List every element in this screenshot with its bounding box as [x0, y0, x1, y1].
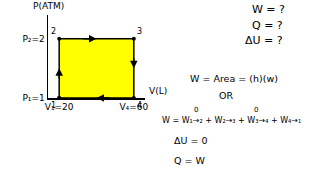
svg-text:W = W₁→₂ + W₂→₃ + W₃→₄ + W₄→₁: W = W₁→₂ + W₂→₃ + W₃→₄ + W₄→₁: [162, 116, 301, 125]
svg-text:Q = ?: Q = ?: [252, 19, 283, 32]
svg-text:OR: OR: [219, 90, 233, 101]
svg-text:3: 3: [137, 27, 142, 36]
svg-text:V₄=60: V₄=60: [119, 102, 148, 112]
svg-text:1: 1: [51, 101, 56, 110]
svg-text:ΔU = 0: ΔU = 0: [174, 135, 208, 146]
svg-text:V(L): V(L): [149, 86, 167, 96]
svg-text:P(ATM): P(ATM): [33, 1, 64, 11]
svg-text:P₂=2: P₂=2: [22, 34, 44, 44]
svg-text:ΔU = ?: ΔU = ?: [245, 34, 283, 47]
svg-text:W = Area = (h)(w): W = Area = (h)(w): [190, 73, 278, 84]
svg-text:V₁=20: V₁=20: [45, 102, 74, 112]
svg-text:W = ?: W = ?: [252, 3, 285, 16]
svg-text:0: 0: [194, 106, 198, 114]
svg-text:2: 2: [51, 27, 56, 36]
svg-text:0: 0: [254, 106, 258, 114]
svg-text:Q = W: Q = W: [174, 155, 205, 166]
svg-text:P₁=1: P₁=1: [22, 93, 44, 103]
svg-text:4: 4: [137, 101, 142, 110]
